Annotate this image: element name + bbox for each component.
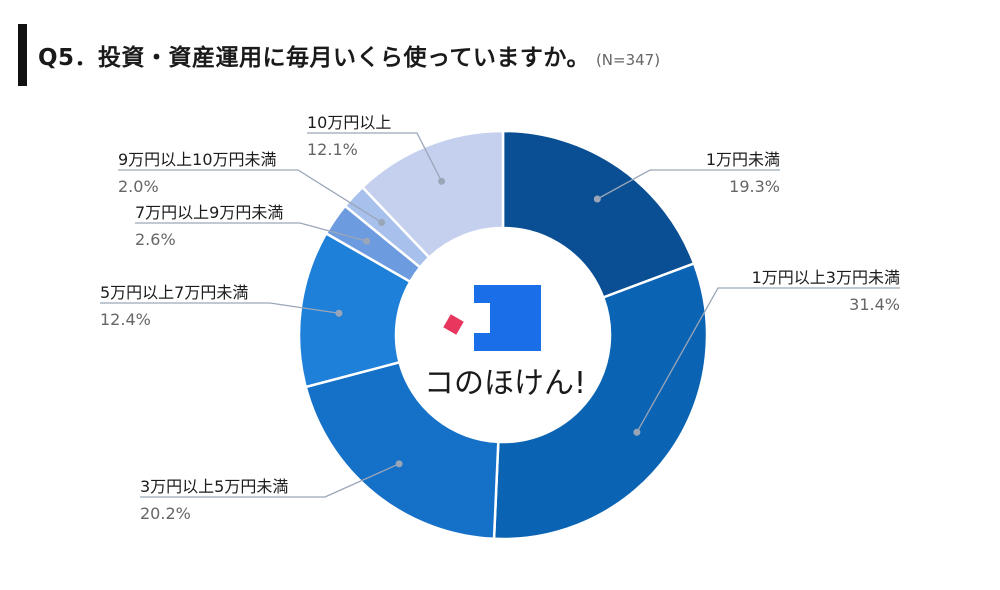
slice-label: 10万円以上 [307,113,391,132]
slice-label: 5万円以上7万円未満 [100,283,248,302]
slice-value: 12.4% [100,310,151,329]
leader-line [135,222,367,242]
leader-line [140,463,400,498]
slice-value: 2.6% [135,230,176,249]
leader-line [307,132,443,182]
title-accent-bar [18,24,27,86]
leader-line [118,169,382,224]
slice-value: 12.1% [307,140,358,159]
slice-label: 7万円以上9万円未満 [135,203,283,222]
logo-diamond [443,314,464,335]
leader-lines [100,132,900,498]
slice-label: 3万円以上5万円未満 [140,477,288,496]
leader-line [636,287,900,433]
leader-line [100,302,340,314]
slice-value: 31.4% [849,295,900,314]
slice-value: 20.2% [140,504,191,523]
logo-square [474,285,541,351]
slice-value: 2.0% [118,177,159,196]
chart-title: Q5．投資・資産運用に毎月いくら使っていますか。 (N=347) [38,38,660,72]
slice-value: 19.3% [729,177,780,196]
slice-label: 1万円以上3万円未満 [752,268,900,287]
slice-label: 1万円未満 [706,150,780,169]
title-text: Q5．投資・資産運用に毎月いくら使っていますか。 [38,45,590,71]
donut-slice [501,129,696,300]
donut-slice [304,360,500,541]
slice-labels: 1万円未満 19.3% 1万円以上3万円未満 31.4% 3万円以上5万円未満 20.2%… [100,113,900,523]
brand-logo: コのほけん! [424,285,586,401]
leader-line [596,169,780,200]
slice-label: 9万円以上10万円未満 [118,150,277,169]
donut-slice [360,129,505,260]
donut-slices [297,129,709,541]
brand-name: コのほけん! [424,366,586,401]
sample-size: (N=347) [595,51,661,69]
donut-slice [492,261,709,541]
